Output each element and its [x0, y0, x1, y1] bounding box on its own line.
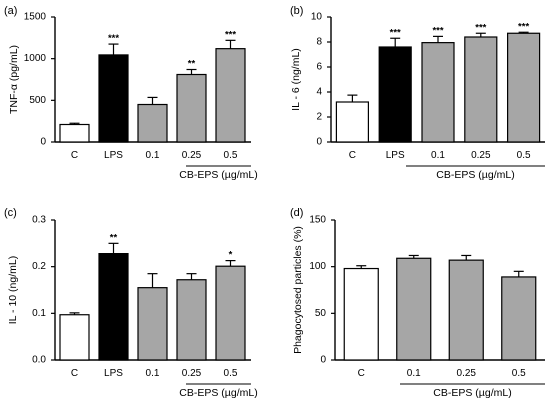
x-tick-label: 0.1 [146, 368, 160, 379]
y-tick-label: 500 [29, 95, 46, 106]
x-tick-label: 0.25 [457, 368, 477, 379]
y-tick-label: 50 [315, 308, 327, 319]
bar-C [59, 314, 90, 361]
x-tick-label: 0.25 [182, 150, 202, 161]
bar-C [335, 101, 369, 143]
x-tick-label: 0.5 [512, 368, 526, 379]
significance-label: *** [390, 27, 401, 38]
y-tick-label: 8 [316, 37, 322, 48]
bar-0.5 [507, 32, 541, 143]
bar-0.1 [421, 42, 455, 143]
significance-label: ** [188, 59, 196, 70]
x-tick-label: 0.5 [517, 150, 531, 161]
y-tick-label: 0.2 [32, 261, 46, 272]
bar-C [343, 267, 379, 361]
panel-label: (b) [290, 5, 303, 17]
x-tick-label: LPS [386, 150, 405, 161]
x-tick-label: 0.1 [407, 368, 421, 379]
y-tick-label: 4 [316, 87, 322, 98]
panel-label: (a) [4, 5, 17, 17]
significance-label: ** [110, 232, 118, 243]
x-tick-label: LPS [104, 150, 123, 161]
bar-0.1 [137, 103, 168, 143]
x-tick-label: 0.25 [182, 368, 202, 379]
bar-LPS [98, 54, 129, 143]
x-tick-label: LPS [104, 368, 123, 379]
group-label: CB-EPS (µg/mL) [433, 387, 511, 399]
bar-LPS [98, 253, 129, 361]
y-tick-label: 2 [316, 112, 322, 123]
y-axis-title: IL - 6 (ng/mL) [290, 48, 302, 111]
bar-0.25 [176, 73, 207, 143]
y-tick-label: 1500 [24, 12, 47, 23]
significance-label: *** [518, 21, 529, 32]
y-axis-title: TNF-α (pg/mL) [8, 45, 20, 114]
bar-LPS [378, 46, 412, 143]
group-label: CB-EPS (µg/mL) [436, 169, 514, 181]
y-tick-label: 10 [311, 12, 323, 23]
y-tick-label: 1000 [24, 53, 47, 64]
x-tick-label: C [349, 150, 356, 161]
y-axis-title: Phagocytosed particles (%) [292, 226, 304, 354]
x-tick-label: C [71, 150, 78, 161]
bar-0.25 [176, 279, 207, 361]
bar-0.5 [215, 265, 246, 361]
y-tick-label: 0.3 [32, 215, 46, 226]
significance-label: *** [475, 22, 486, 33]
bar-0.25 [448, 259, 484, 361]
bar-0.5 [501, 276, 537, 361]
x-tick-label: C [71, 368, 78, 379]
x-tick-label: 0.1 [146, 150, 160, 161]
panel-label: (d) [290, 207, 303, 219]
y-tick-label: 0 [320, 355, 326, 366]
x-tick-label: 0.5 [224, 150, 238, 161]
significance-label: * [229, 250, 233, 261]
group-label: CB-EPS (µg/mL) [179, 169, 257, 181]
significance-label: *** [432, 25, 443, 36]
y-tick-label: 0 [40, 137, 46, 148]
y-tick-label: 0 [316, 137, 322, 148]
x-tick-label: C [358, 368, 365, 379]
x-tick-label: 0.5 [224, 368, 238, 379]
bar-C [59, 123, 90, 143]
y-tick-label: 150 [309, 215, 326, 226]
y-tick-label: 100 [309, 261, 326, 272]
y-axis-title: IL - 10 (ng/mL) [7, 256, 19, 324]
significance-label: *** [225, 29, 236, 40]
y-tick-label: 6 [316, 62, 322, 73]
group-label: CB-EPS (µg/mL) [179, 387, 257, 399]
x-tick-label: 0.1 [431, 150, 445, 161]
panel-label: (c) [4, 207, 17, 219]
x-tick-label: 0.25 [471, 150, 491, 161]
y-tick-label: 0.1 [32, 308, 46, 319]
y-tick-label: 0.0 [32, 355, 46, 366]
bar-0.1 [137, 287, 168, 361]
bar-0.5 [215, 48, 246, 143]
significance-label: *** [108, 33, 119, 44]
bar-0.25 [464, 36, 498, 143]
bar-0.1 [396, 257, 432, 361]
